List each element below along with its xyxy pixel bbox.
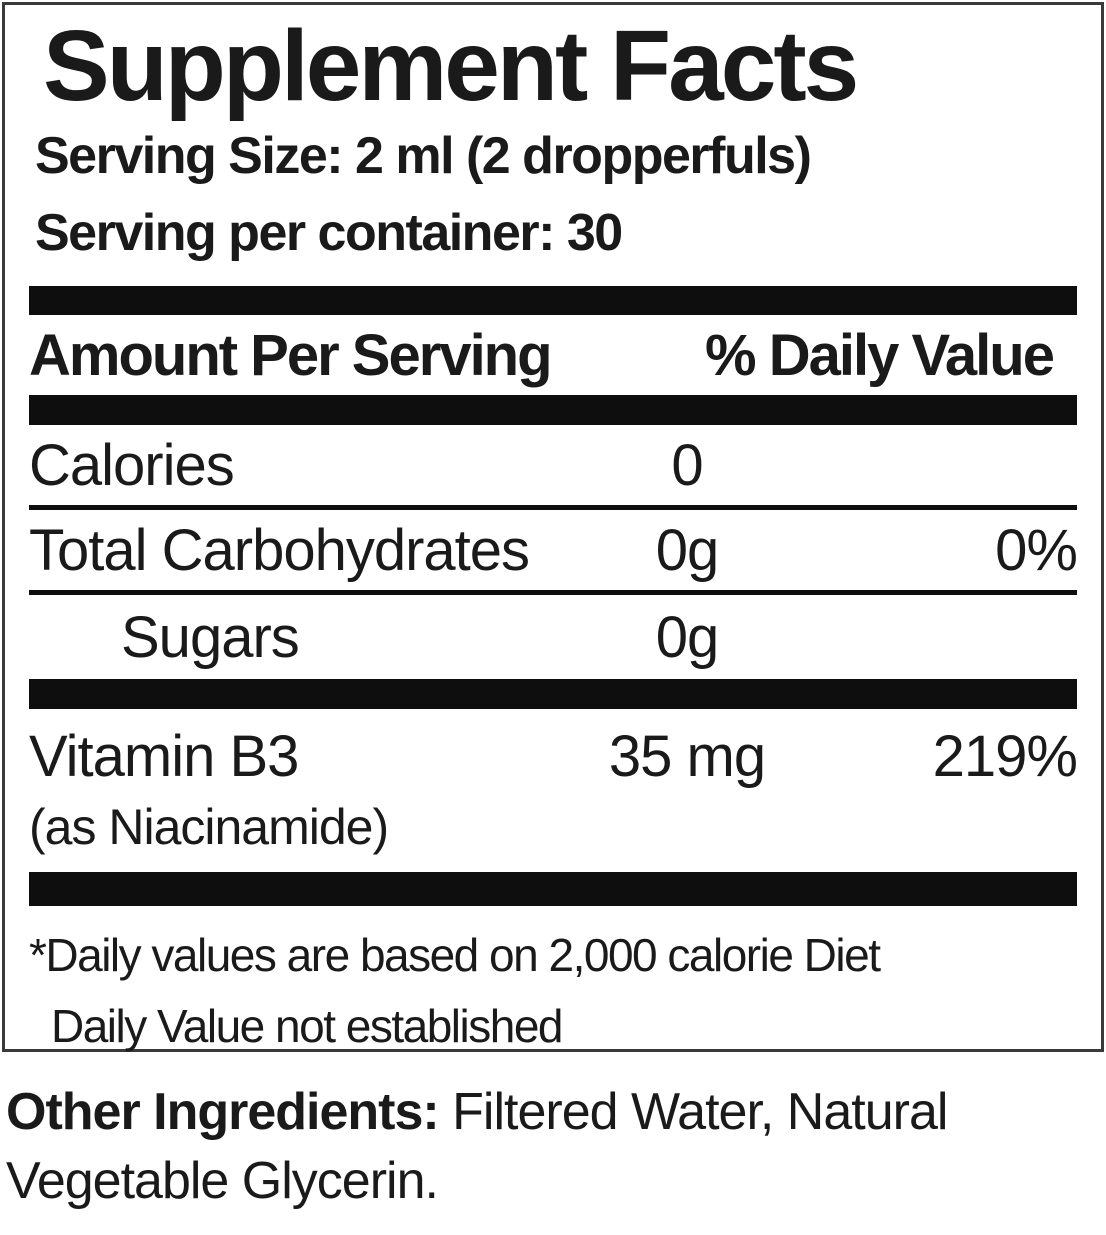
serving-size: Serving Size: 2 ml (2 dropperfuls) [35,127,812,185]
nutrient-daily-value: 219% [932,724,1078,790]
thin-divider-rule [29,505,1077,511]
panel-title: Supplement Facts [43,10,859,122]
daily-value-not-established-footnote: Daily Value not established [51,1000,563,1053]
thick-divider-bar [29,679,1077,710]
thick-divider-bar [29,872,1077,907]
nutrient-name: Sugars [121,604,300,670]
table-row-calories: Calories 0 [29,425,1077,505]
other-ingredients: Other Ingredients: Filtered Water, Natur… [6,1078,1036,1215]
nutrient-name-block: Vitamin B3 (as Niacinamide) [29,723,547,856]
nutrient-amount: 0g [655,604,720,670]
thick-divider-bar [29,395,1077,426]
other-ingredients-text: Filtered Water, Natural Vegetable Glycer… [6,1083,948,1210]
thin-divider-rule [29,590,1077,596]
supplement-facts-panel: Supplement Facts Serving Size: 2 ml (2 d… [2,2,1104,1052]
amount-per-serving-header: Amount Per Serving [29,322,553,388]
thick-divider-bar [29,286,1077,316]
table-row-sugars: Sugars 0g [29,595,1077,679]
nutrient-amount: 0 [671,432,703,498]
nutrient-name: Calories [29,432,235,498]
nutrient-source: (as Niacinamide) [29,799,389,856]
nutrient-name: Total Carbohydrates [29,517,530,583]
percent-daily-value-header: % Daily Value [705,322,1055,388]
nutrient-name: Vitamin B3 [29,724,299,790]
other-ingredients-label: Other Ingredients: [6,1083,440,1141]
table-row-vitamin-b3: Vitamin B3 (as Niacinamide) 35 mg 219% [29,709,1078,872]
servings-per-container: Serving per container: 30 [35,203,623,262]
table-row-total-carbohydrates: Total Carbohydrates 0g 0% [29,510,1078,590]
daily-value-footnote: *Daily values are based on 2,000 calorie… [29,929,881,982]
nutrient-daily-value: 0% [995,517,1078,583]
nutrient-amount: 35 mg [608,724,766,790]
nutrient-amount: 0g [655,517,720,583]
table-header-row: Amount Per Serving % Daily Value [29,315,1077,395]
